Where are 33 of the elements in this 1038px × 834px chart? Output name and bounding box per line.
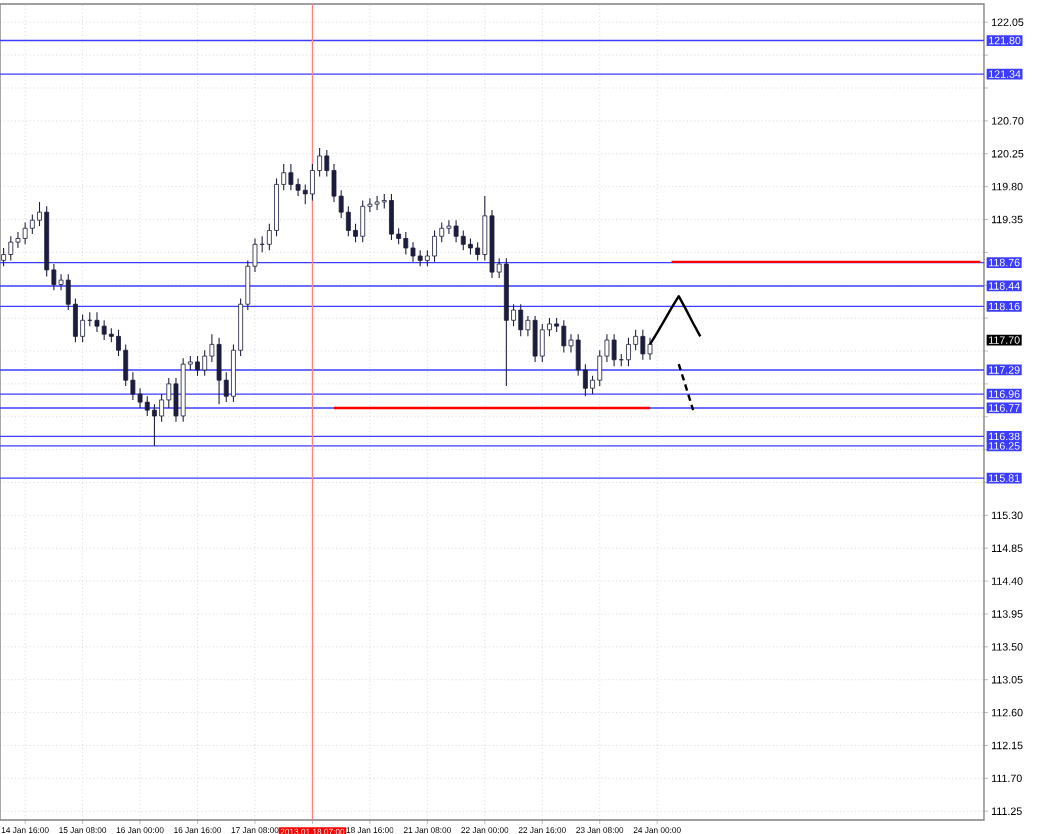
candlestick [410, 241, 416, 263]
candlestick [288, 163, 294, 191]
candlestick [101, 319, 107, 341]
candlestick [1, 247, 7, 267]
candlestick [274, 178, 279, 237]
candlestick [518, 303, 524, 337]
candlestick [360, 199, 366, 243]
candlestick [29, 213, 35, 235]
candlestick [611, 333, 617, 367]
candlestick [8, 235, 14, 261]
candlestick [195, 355, 200, 377]
candlestick [166, 377, 172, 409]
candlestick [446, 219, 452, 235]
candlestick [432, 229, 437, 263]
candlestick [310, 163, 315, 202]
candlestick [152, 403, 157, 447]
candlestick [144, 395, 150, 417]
candlestick [561, 319, 567, 353]
candlestick [626, 337, 631, 367]
candlestick [532, 315, 538, 363]
candlestick [539, 323, 545, 363]
candlestick [460, 229, 466, 251]
candlestick [640, 329, 646, 361]
candlestick [216, 337, 222, 405]
candlestick [94, 311, 100, 333]
candlestick [389, 193, 394, 241]
candlestick [202, 349, 208, 377]
candlestick [647, 337, 653, 361]
candlestick [123, 343, 129, 387]
candlestick [453, 219, 459, 243]
candlestick [403, 231, 409, 256]
candlestick [22, 221, 28, 245]
candlestick [374, 195, 380, 211]
